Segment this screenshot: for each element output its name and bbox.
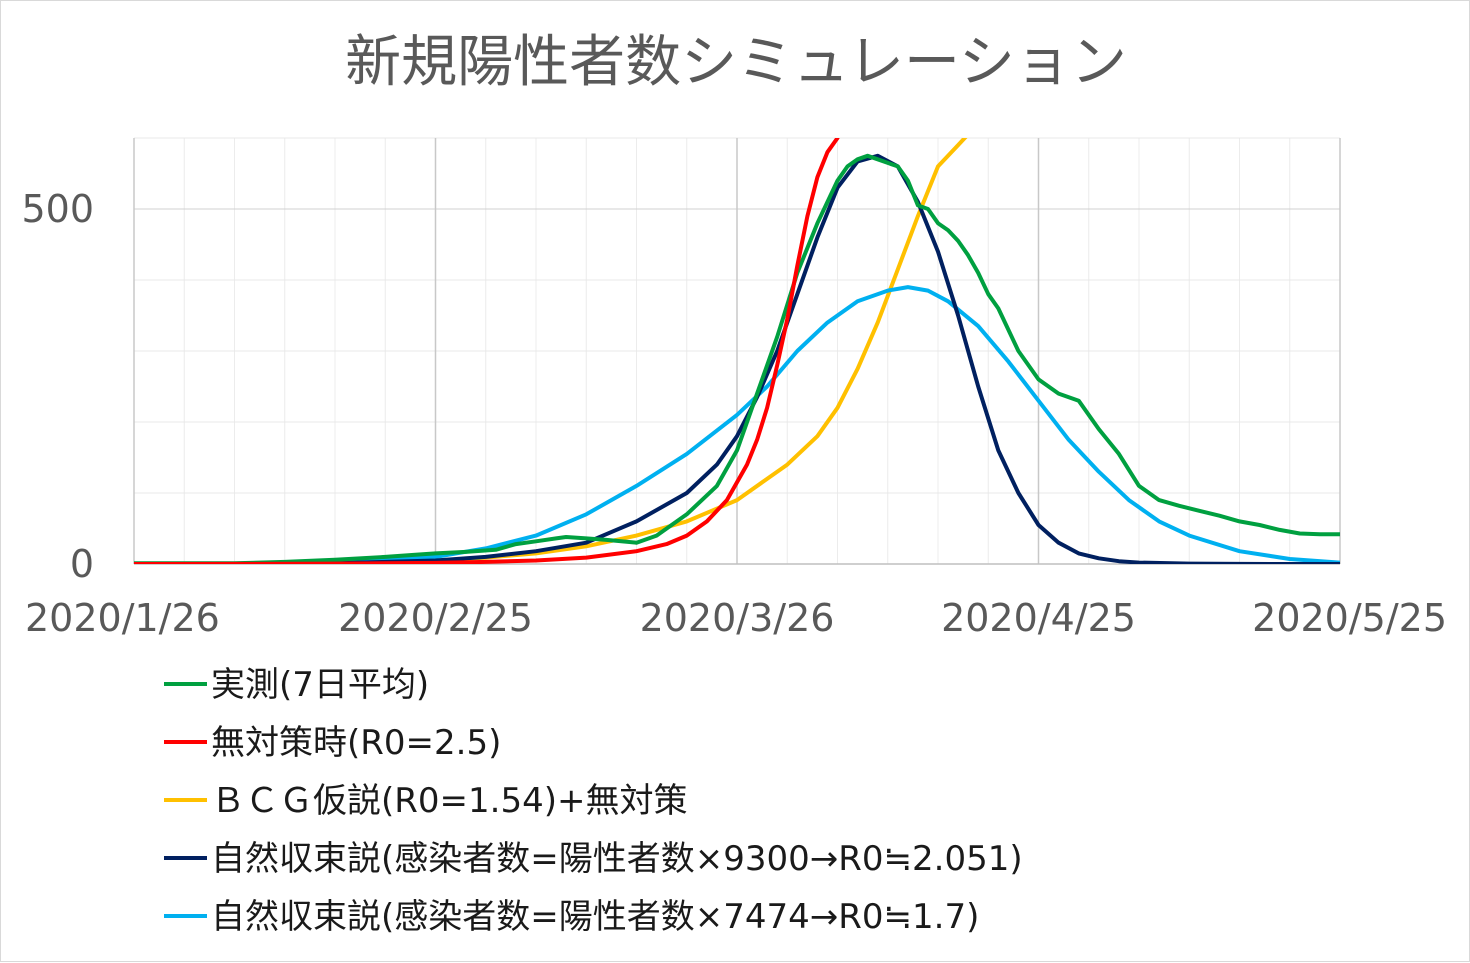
series-line-2 <box>134 138 840 564</box>
series-line-5 <box>134 285 1340 564</box>
legend-label-4: 自然収束説(感染者数=陽性者数×9300→R0≒2.051) <box>211 839 1023 879</box>
legend-label-5: 自然収束説(感染者数=陽性者数×7474→R0≒1.7) <box>211 897 979 937</box>
grid <box>133 137 1341 565</box>
y-tick-label: 500 <box>21 187 94 231</box>
y-tick-label: 0 <box>70 542 94 586</box>
legend-label-3: ＢＣＧ仮説(R0=1.54)+無対策 <box>211 781 687 821</box>
x-tick-label: 2020/5/25 <box>1252 596 1447 640</box>
legend: 実測(7日平均) 無対策時(R0=2.5) ＢＣＧ仮説(R0=1.54)+無対策自然… <box>164 665 1023 937</box>
series-line-1 <box>134 153 1340 564</box>
chart-title: 新規陽性者数シミュレーション <box>345 30 1127 95</box>
legend-label-1: 実測(7日平均) <box>211 665 429 705</box>
x-tick-label: 2020/1/26 <box>25 596 220 640</box>
x-tick-label: 2020/3/26 <box>640 596 835 640</box>
series-line-4 <box>134 153 1340 564</box>
series-line-3 <box>134 138 968 564</box>
y-axis-ticks: 0 500 <box>21 187 94 586</box>
x-tick-label: 2020/4/25 <box>941 596 1136 640</box>
series-lines <box>134 138 1340 564</box>
legend-label-2: 無対策時(R0=2.5) <box>211 723 501 763</box>
x-axis-ticks: 2020/1/26 2020/2/25 2020/3/26 2020/4/25 2020… <box>25 596 1447 640</box>
x-tick-label: 2020/2/25 <box>338 596 533 640</box>
